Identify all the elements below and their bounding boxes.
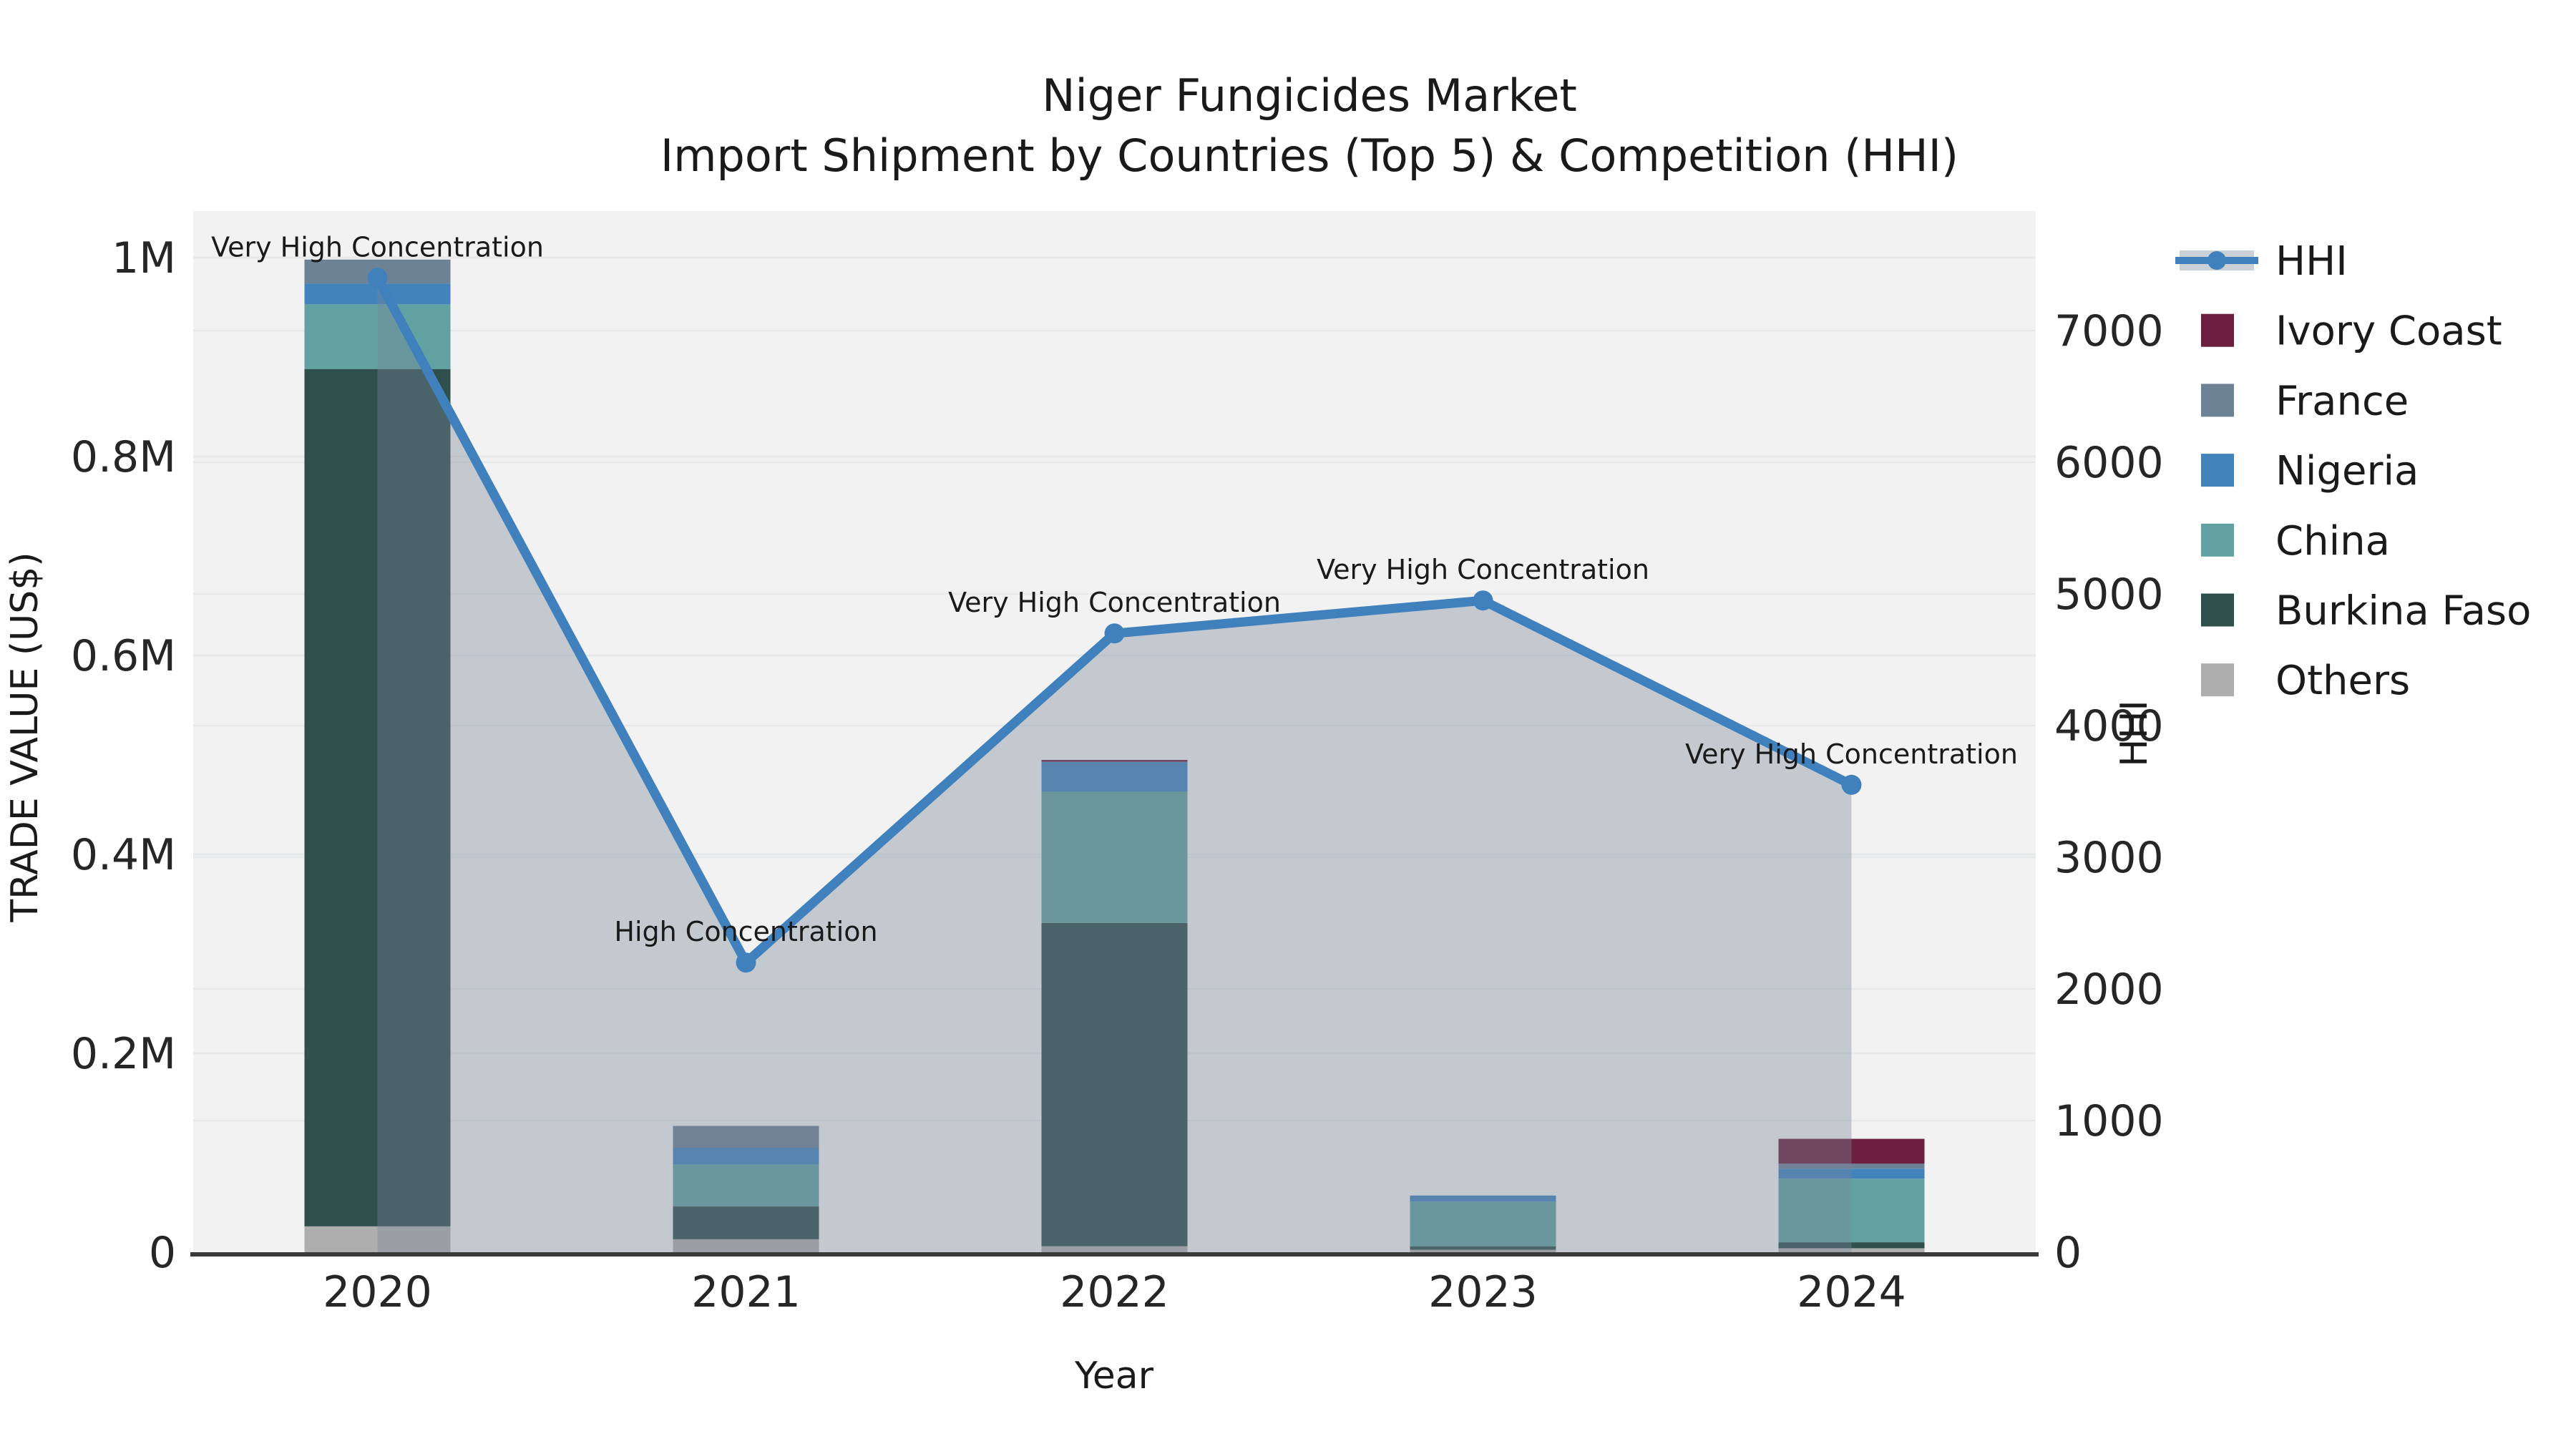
legend-item-nigeria[interactable]: Nigeria: [2201, 448, 2419, 494]
annotation-2021: High Concentration: [614, 916, 877, 947]
left-tick-1M: 1M: [112, 233, 176, 283]
right-axis-title: HHI: [2113, 700, 2156, 767]
bar-segment-2022-ivory-coast[interactable]: [1041, 759, 1188, 762]
plot-layer: Very High Concentration High Concentratio…: [71, 211, 2164, 1317]
legend-label-france: France: [2275, 378, 2409, 424]
annotation-2023: Very High Concentration: [1317, 554, 1649, 585]
right-tick-5000: 5000: [2054, 570, 2164, 620]
right-tick-4000: 4000: [2054, 701, 2164, 751]
left-axis-title: TRADE VALUE (US$): [4, 552, 47, 922]
hhi-area-fill: [377, 278, 1852, 1252]
bar-segment-2021-france[interactable]: [673, 1126, 819, 1148]
legend-hhi-marker: [2207, 251, 2226, 270]
bar-segment-2024-others[interactable]: [1778, 1248, 1925, 1252]
bar-segment-2023-china[interactable]: [1410, 1201, 1556, 1246]
bar-segment-2024-china[interactable]: [1778, 1179, 1925, 1243]
left-tick-0.4M: 0.4M: [71, 830, 176, 880]
bar-segment-2024-burkina-faso[interactable]: [1778, 1242, 1925, 1249]
legend-item-france[interactable]: France: [2201, 378, 2409, 424]
hhi-marker-2021[interactable]: [736, 952, 756, 973]
bar-segment-2023-others[interactable]: [1410, 1249, 1556, 1252]
legend-label-hhi: HHI: [2275, 238, 2348, 285]
bar-segment-2021-nigeria[interactable]: [673, 1148, 819, 1165]
x-tick-2023: 2023: [1428, 1267, 1538, 1317]
bar-segment-2021-others[interactable]: [673, 1239, 819, 1252]
bar-segment-2022-others[interactable]: [1041, 1246, 1188, 1252]
x-tick-2024: 2024: [1797, 1267, 1906, 1317]
legend-item-china[interactable]: China: [2201, 518, 2390, 565]
x-tick-2022: 2022: [1060, 1267, 1169, 1317]
left-tick-0.6M: 0.6M: [71, 631, 176, 681]
hhi-marker-2020[interactable]: [367, 268, 388, 288]
x-axis-spine: [190, 1252, 2039, 1257]
legend-label-nigeria: Nigeria: [2275, 448, 2419, 494]
right-tick-1000: 1000: [2054, 1096, 2164, 1146]
bar-segment-2024-france[interactable]: [1778, 1163, 1925, 1169]
legend-label-others: Others: [2275, 658, 2410, 704]
hhi-marker-2023[interactable]: [1473, 590, 1493, 611]
right-tick-3000: 3000: [2054, 833, 2164, 883]
legend-item-burkina-faso[interactable]: Burkina Faso: [2201, 588, 2531, 635]
right-tick-2000: 2000: [2054, 965, 2164, 1015]
chart-title-line2: Import Shipment by Countries (Top 5) & C…: [660, 130, 1958, 182]
legend-item-ivory-coast[interactable]: Ivory Coast: [2201, 308, 2502, 355]
bar-segment-2021-china[interactable]: [673, 1164, 819, 1207]
hhi-marker-2024[interactable]: [1841, 774, 1862, 795]
x-tick-2021: 2021: [691, 1267, 801, 1317]
bar-segment-2020-china[interactable]: [304, 304, 451, 369]
hhi-marker-2022[interactable]: [1104, 623, 1125, 644]
legend-label-ivory-coast: Ivory Coast: [2275, 308, 2502, 355]
legend-swatch-nigeria: [2201, 454, 2234, 487]
x-tick-2020: 2020: [323, 1267, 432, 1317]
legend-label-china: China: [2275, 518, 2390, 565]
bar-segment-2024-nigeria[interactable]: [1778, 1169, 1925, 1179]
legend-swatch-burkina-faso: [2201, 593, 2234, 627]
legend-swatch-france: [2201, 384, 2234, 417]
legend-swatch-china: [2201, 523, 2234, 557]
right-tick-6000: 6000: [2054, 438, 2164, 488]
legend: HHI Ivory Coast France Nigeria China Burkina …: [2175, 238, 2531, 704]
bar-segment-2020-others[interactable]: [304, 1226, 451, 1252]
left-tick-0.2M: 0.2M: [71, 1029, 176, 1079]
chart-title-line1: Niger Fungicides Market: [1042, 69, 1577, 122]
bar-segment-2024-ivory-coast[interactable]: [1778, 1138, 1925, 1164]
bar-segment-2023-burkina-faso[interactable]: [1410, 1246, 1556, 1250]
annotation-2024: Very High Concentration: [1685, 738, 2018, 770]
bar-segment-2021-burkina-faso[interactable]: [673, 1206, 819, 1239]
right-tick-7000: 7000: [2054, 306, 2164, 356]
right-tick-0: 0: [2054, 1228, 2082, 1278]
bar-segment-2022-nigeria[interactable]: [1041, 761, 1188, 792]
bar-segment-2023-nigeria[interactable]: [1410, 1195, 1556, 1202]
bar-segment-2022-china[interactable]: [1041, 791, 1188, 923]
legend-swatch-others: [2201, 663, 2234, 697]
annotation-2020: Very High Concentration: [211, 231, 544, 263]
legend-item-others[interactable]: Others: [2201, 658, 2410, 704]
legend-label-burkina-faso: Burkina Faso: [2275, 588, 2531, 635]
legend-item-hhi[interactable]: HHI: [2175, 238, 2348, 285]
left-tick-0.8M: 0.8M: [71, 432, 176, 482]
bar-segment-2020-burkina-faso[interactable]: [304, 369, 451, 1226]
left-tick-0: 0: [149, 1228, 176, 1278]
bar-segment-2022-burkina-faso[interactable]: [1041, 922, 1188, 1246]
annotation-2022: Very High Concentration: [948, 587, 1281, 618]
legend-swatch-ivory-coast: [2201, 313, 2234, 347]
x-axis-title: Year: [1074, 1355, 1154, 1397]
